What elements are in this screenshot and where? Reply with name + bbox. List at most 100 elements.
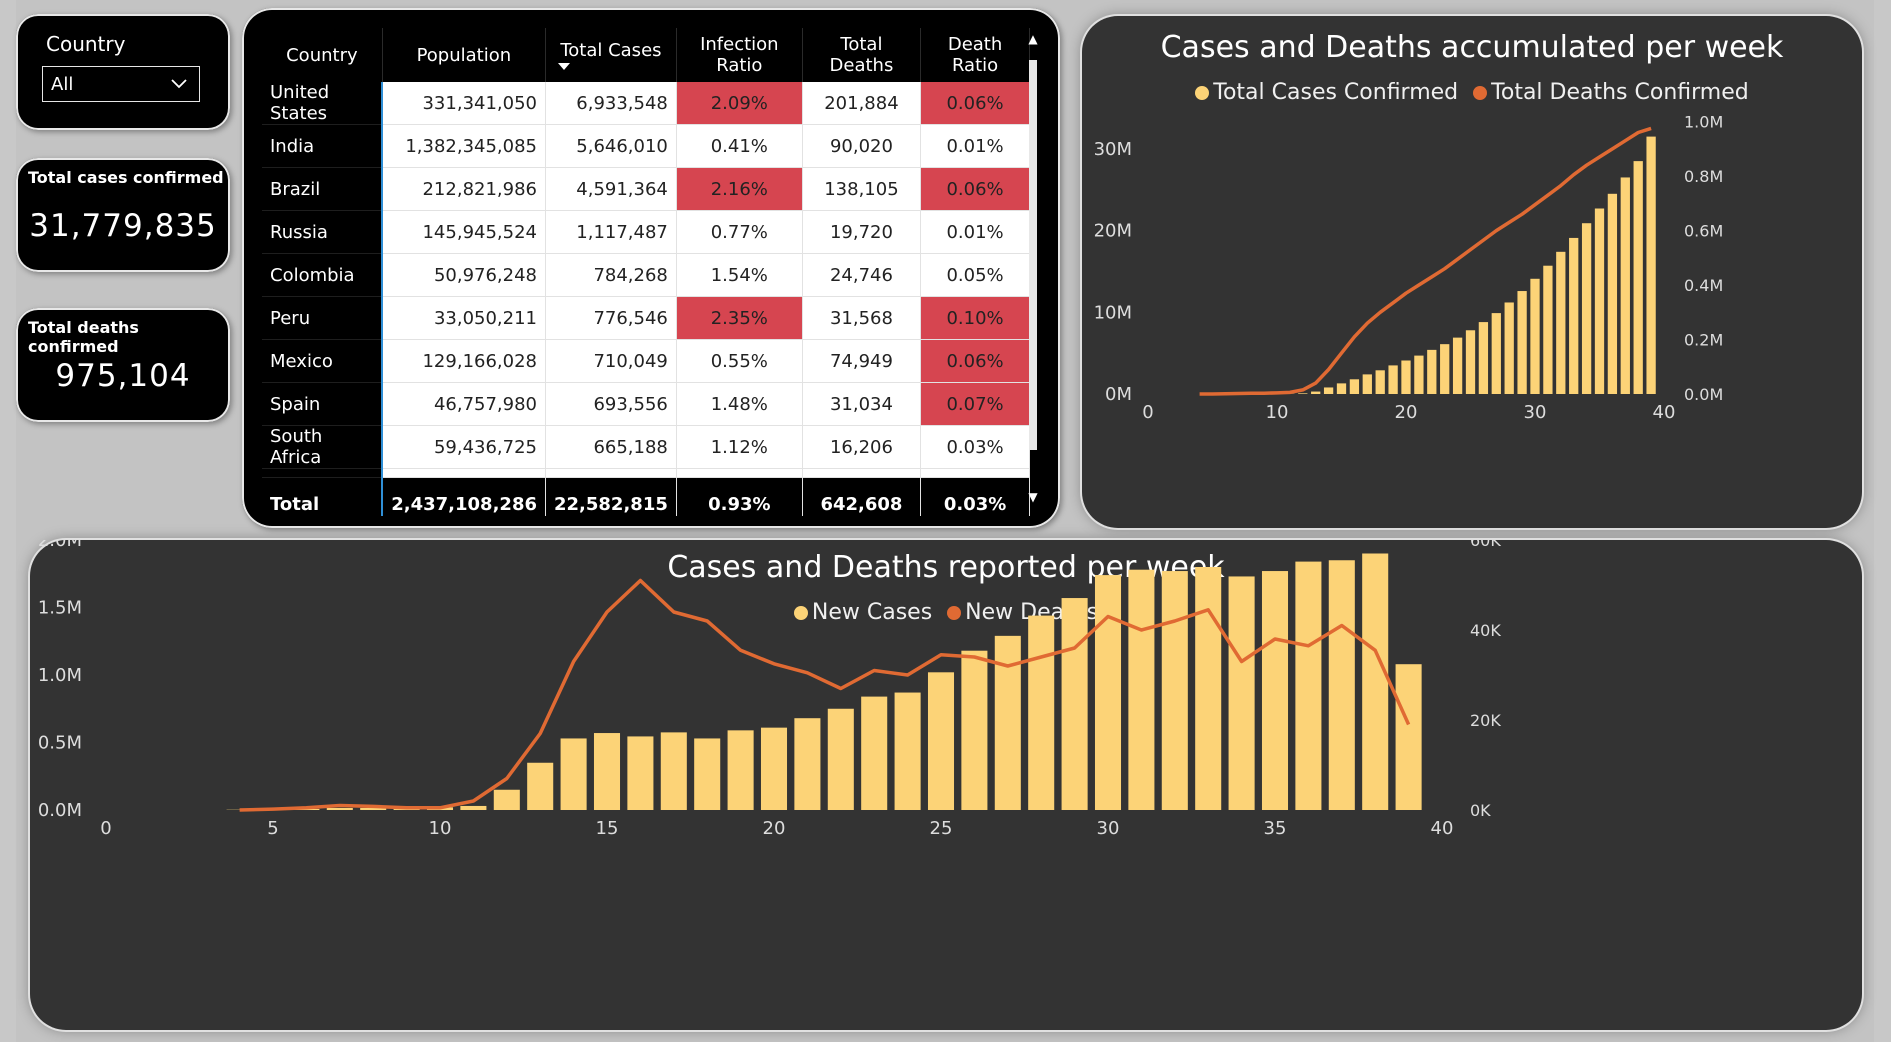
bar-total-cases-confirmed[interactable] <box>1594 208 1605 394</box>
bar-total-cases-confirmed[interactable] <box>1504 302 1514 394</box>
table-scrollbar[interactable]: ▲ ▼ <box>1026 32 1040 504</box>
bar-total-cases-confirmed[interactable] <box>1414 355 1424 394</box>
bar-new-cases[interactable] <box>961 650 988 810</box>
bar-total-cases-confirmed[interactable] <box>1478 322 1489 394</box>
bar-new-cases[interactable] <box>1295 561 1322 810</box>
bar-total-cases-confirmed[interactable] <box>1362 374 1372 394</box>
total-cell-infection-ratio: 0.93% <box>676 477 803 516</box>
bar-new-cases[interactable] <box>794 718 821 810</box>
table-row[interactable]: Mexico 129,166,028 710,049 0.55% 74,949 0.06% <box>262 339 1030 383</box>
bar-total-cases-confirmed[interactable] <box>1375 370 1385 394</box>
table-cell-total-deaths: 90,020 <box>802 124 922 168</box>
table-row[interactable]: United States 331,341,050 6,933,548 2.09% 20… <box>262 82 1030 125</box>
column-header-country[interactable]: Country <box>262 28 383 82</box>
table-cell-country: Brazil <box>262 167 384 211</box>
bar-new-cases[interactable] <box>560 738 587 810</box>
y-right-tick-label: 0.4M <box>1684 276 1723 295</box>
bar-total-cases-confirmed[interactable] <box>1427 349 1437 394</box>
legend-item-new-cases[interactable]: New Cases <box>793 600 932 625</box>
bar-new-cases[interactable] <box>1061 598 1088 810</box>
table-row[interactable]: Russia 145,945,524 1,117,487 0.77% 19,720 0.0… <box>262 210 1030 254</box>
table-cell-infection-ratio: 0.41% <box>676 124 803 168</box>
bar-total-cases-confirmed[interactable] <box>1607 193 1618 394</box>
bar-total-cases-confirmed[interactable] <box>1401 360 1411 394</box>
bar-new-cases[interactable] <box>861 696 888 810</box>
bar-new-cases[interactable] <box>527 762 554 810</box>
x-tick-label: 40 <box>1431 818 1454 839</box>
table-row[interactable]: Colombia 50,976,248 784,268 1.54% 24,746 0.05… <box>262 253 1030 297</box>
bar-total-cases-confirmed[interactable] <box>1298 393 1308 394</box>
bar-new-cases[interactable] <box>493 789 520 810</box>
bar-total-cases-confirmed[interactable] <box>1620 177 1630 394</box>
line-new-deaths[interactable] <box>239 578 1411 812</box>
bar-total-cases-confirmed[interactable] <box>1440 344 1450 394</box>
total-cell-total-cases: 22,582,815 <box>545 477 677 516</box>
bar-new-cases[interactable] <box>1195 567 1222 810</box>
table-row[interactable]: India 1,382,345,085 5,646,010 0.41% 90,020 0.… <box>262 124 1030 168</box>
bar-total-cases-confirmed[interactable] <box>1530 278 1540 394</box>
scroll-down-icon[interactable]: ▼ <box>1028 490 1038 504</box>
table-cell-population: 145,945,524 <box>382 210 547 254</box>
bar-total-cases-confirmed[interactable] <box>1581 223 1592 394</box>
bar-total-cases-confirmed[interactable] <box>1517 291 1527 394</box>
line-total-deaths-confirmed[interactable] <box>1199 126 1652 396</box>
bar-total-cases-confirmed[interactable] <box>1452 337 1463 394</box>
scrollbar-thumb[interactable] <box>1029 60 1037 450</box>
table-cell-total-deaths: 74,949 <box>802 339 922 383</box>
bar-total-cases-confirmed[interactable] <box>1556 251 1566 394</box>
column-header-total-cases[interactable]: Total Cases <box>545 28 677 82</box>
table-cell-total-cases: 710,049 <box>545 339 677 383</box>
column-header-total-deaths[interactable]: Total Deaths <box>802 28 922 82</box>
bar-total-cases-confirmed[interactable] <box>1569 237 1579 394</box>
bar-new-cases[interactable] <box>460 805 487 810</box>
x-tick-label: 30 <box>1524 402 1547 423</box>
x-tick-label: 20 <box>1395 402 1418 423</box>
bar-new-cases[interactable] <box>827 708 854 810</box>
bar-total-cases-confirmed[interactable] <box>1336 383 1347 394</box>
table-row[interactable]: Brazil 212,821,986 4,591,364 2.16% 138,105 0.… <box>262 167 1030 211</box>
bar-new-cases[interactable] <box>627 736 654 810</box>
bar-total-cases-confirmed[interactable] <box>1465 330 1476 394</box>
legend-dot-icon <box>1473 86 1488 100</box>
bar-new-cases[interactable] <box>927 672 955 810</box>
x-tick-label: 20 <box>763 818 786 839</box>
bar-new-cases[interactable] <box>1028 615 1055 810</box>
bar-total-cases-confirmed[interactable] <box>1323 387 1334 394</box>
bar-new-cases[interactable] <box>1261 571 1289 810</box>
bar-total-cases-confirmed[interactable] <box>1491 313 1501 394</box>
bar-new-cases[interactable] <box>1328 560 1355 810</box>
bar-new-cases[interactable] <box>660 732 687 810</box>
bar-new-cases[interactable] <box>760 727 788 810</box>
bar-total-cases-confirmed[interactable] <box>1311 391 1321 394</box>
bar-total-cases-confirmed[interactable] <box>1349 379 1360 394</box>
scroll-up-icon[interactable]: ▲ <box>1028 32 1038 46</box>
kpi-deaths-value: 975,104 <box>55 358 191 394</box>
bar-total-cases-confirmed[interactable] <box>1646 136 1656 394</box>
chevron-down-icon[interactable] <box>169 73 189 98</box>
bar-total-cases-confirmed[interactable] <box>1633 161 1643 394</box>
column-header-death-ratio[interactable]: Death Ratio <box>920 28 1030 82</box>
bar-new-cases[interactable] <box>1228 576 1255 810</box>
bar-new-cases[interactable] <box>593 733 621 810</box>
bar-new-cases[interactable] <box>1395 664 1422 810</box>
legend-item-total-deaths[interactable]: Total Deaths Confirmed <box>1473 80 1749 105</box>
table-cell-death-ratio: 0.03% <box>920 425 1030 469</box>
table-row[interactable]: Peru 33,050,211 776,546 2.35% 31,568 0.10% <box>262 296 1030 340</box>
bar-new-cases[interactable] <box>1128 569 1155 810</box>
bar-new-cases[interactable] <box>360 807 387 810</box>
table-row[interactable]: Spain 46,757,980 693,556 1.48% 31,034 0.07% <box>262 382 1030 426</box>
bar-new-cases[interactable] <box>1161 571 1188 810</box>
bar-new-cases[interactable] <box>1362 553 1389 811</box>
country-dropdown[interactable]: All <box>42 66 200 102</box>
column-header-infection-ratio[interactable]: Infection Ratio <box>676 28 803 82</box>
bar-total-cases-confirmed[interactable] <box>1388 365 1398 394</box>
legend-item-total-cases[interactable]: Total Cases Confirmed <box>1195 80 1458 105</box>
table-row[interactable]: South Africa 59,436,725 665,188 1.12% 16,206… <box>262 425 1030 469</box>
column-header-population[interactable]: Population <box>382 28 547 82</box>
bar-total-cases-confirmed[interactable] <box>1543 265 1553 394</box>
bar-new-cases[interactable] <box>326 807 353 810</box>
bar-new-cases[interactable] <box>894 692 921 810</box>
bar-new-cases[interactable] <box>727 730 754 810</box>
bar-new-cases[interactable] <box>1094 575 1122 810</box>
bar-new-cases[interactable] <box>694 738 721 810</box>
